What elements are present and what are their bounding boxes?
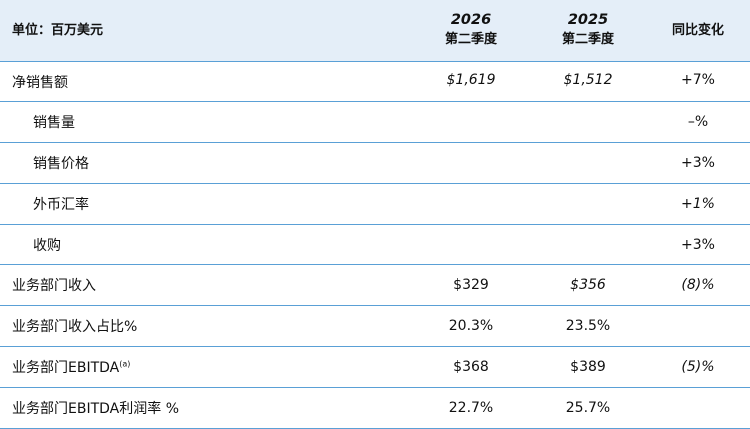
cell-2026 bbox=[412, 142, 530, 184]
cell-2026 bbox=[412, 101, 530, 144]
cell-2026: $329 bbox=[412, 264, 530, 307]
table-row: 销售价格 +3% bbox=[0, 142, 750, 184]
cell-2025: $356 bbox=[530, 264, 646, 307]
unit-label: 单位：百万美元 bbox=[0, 0, 412, 62]
footnote-marker: (a) bbox=[119, 359, 131, 369]
table-header: 单位：百万美元 2026 第二季度 2025 第二季度 同比变化 bbox=[0, 0, 750, 62]
cell-yoy: (5)% bbox=[646, 346, 750, 388]
row-label: 业务部门EBITDA利润率 % bbox=[0, 387, 412, 429]
cell-2026 bbox=[412, 224, 530, 266]
column-header-2025: 2025 第二季度 bbox=[530, 0, 646, 62]
cell-2025: $389 bbox=[530, 346, 646, 388]
row-label: 收购 bbox=[0, 224, 412, 266]
cell-yoy bbox=[646, 387, 750, 429]
column-header-yoy: 同比变化 bbox=[646, 0, 750, 62]
cell-2025: 25.7% bbox=[530, 387, 646, 429]
cell-2026: 22.7% bbox=[412, 387, 530, 429]
table-row: 外币汇率 +1% bbox=[0, 183, 750, 225]
cell-yoy: +3% bbox=[646, 142, 750, 184]
table-row: 收购 +3% bbox=[0, 224, 750, 266]
table-row: 业务部门EBITDA利润率 % 22.7% 25.7% bbox=[0, 387, 750, 429]
table-row: 销售量 –% bbox=[0, 101, 750, 144]
table-row: 净销售额 $1,619 $1,512 +7% bbox=[0, 61, 750, 103]
cell-yoy: +1% bbox=[646, 183, 750, 225]
table-row: 业务部门EBITDA(a) $368 $389 (5)% bbox=[0, 346, 750, 388]
cell-2025 bbox=[530, 101, 646, 144]
cell-yoy: –% bbox=[646, 101, 750, 144]
column-year: 2026 bbox=[450, 12, 492, 29]
cell-yoy: (8)% bbox=[646, 264, 750, 307]
cell-2025: $1,512 bbox=[530, 61, 646, 103]
column-year: 2025 bbox=[567, 12, 609, 29]
row-label-text: 业务部门EBITDA bbox=[12, 359, 120, 376]
row-label: 销售量 bbox=[0, 101, 412, 144]
cell-2025 bbox=[530, 183, 646, 225]
row-label: 销售价格 bbox=[0, 142, 412, 184]
column-period: 第二季度 bbox=[444, 32, 497, 48]
table-row: 业务部门收入 $329 $356 (8)% bbox=[0, 264, 750, 307]
cell-2026: $1,619 bbox=[412, 61, 530, 103]
cell-yoy: +3% bbox=[646, 224, 750, 266]
cell-2026: $368 bbox=[412, 346, 530, 388]
cell-2025 bbox=[530, 142, 646, 184]
cell-2026: 20.3% bbox=[412, 305, 530, 348]
cell-2025 bbox=[530, 224, 646, 266]
cell-yoy bbox=[646, 305, 750, 348]
row-label: 业务部门EBITDA(a) bbox=[0, 346, 412, 388]
table-row: 业务部门收入占比% 20.3% 23.5% bbox=[0, 305, 750, 348]
column-header-2026: 2026 第二季度 bbox=[412, 0, 530, 62]
cell-2025: 23.5% bbox=[530, 305, 646, 348]
row-label: 外币汇率 bbox=[0, 183, 412, 225]
table-body: 净销售额 $1,619 $1,512 +7% 销售量 –% 销售价格 +3% 外… bbox=[0, 61, 750, 429]
column-period: 第二季度 bbox=[561, 32, 614, 48]
header-row: 单位：百万美元 2026 第二季度 2025 第二季度 同比变化 bbox=[0, 0, 750, 62]
row-label: 业务部门收入占比% bbox=[0, 305, 412, 348]
cell-yoy: +7% bbox=[646, 61, 750, 103]
cell-2026 bbox=[412, 183, 530, 225]
row-label: 净销售额 bbox=[0, 61, 412, 103]
row-label: 业务部门收入 bbox=[0, 264, 412, 307]
